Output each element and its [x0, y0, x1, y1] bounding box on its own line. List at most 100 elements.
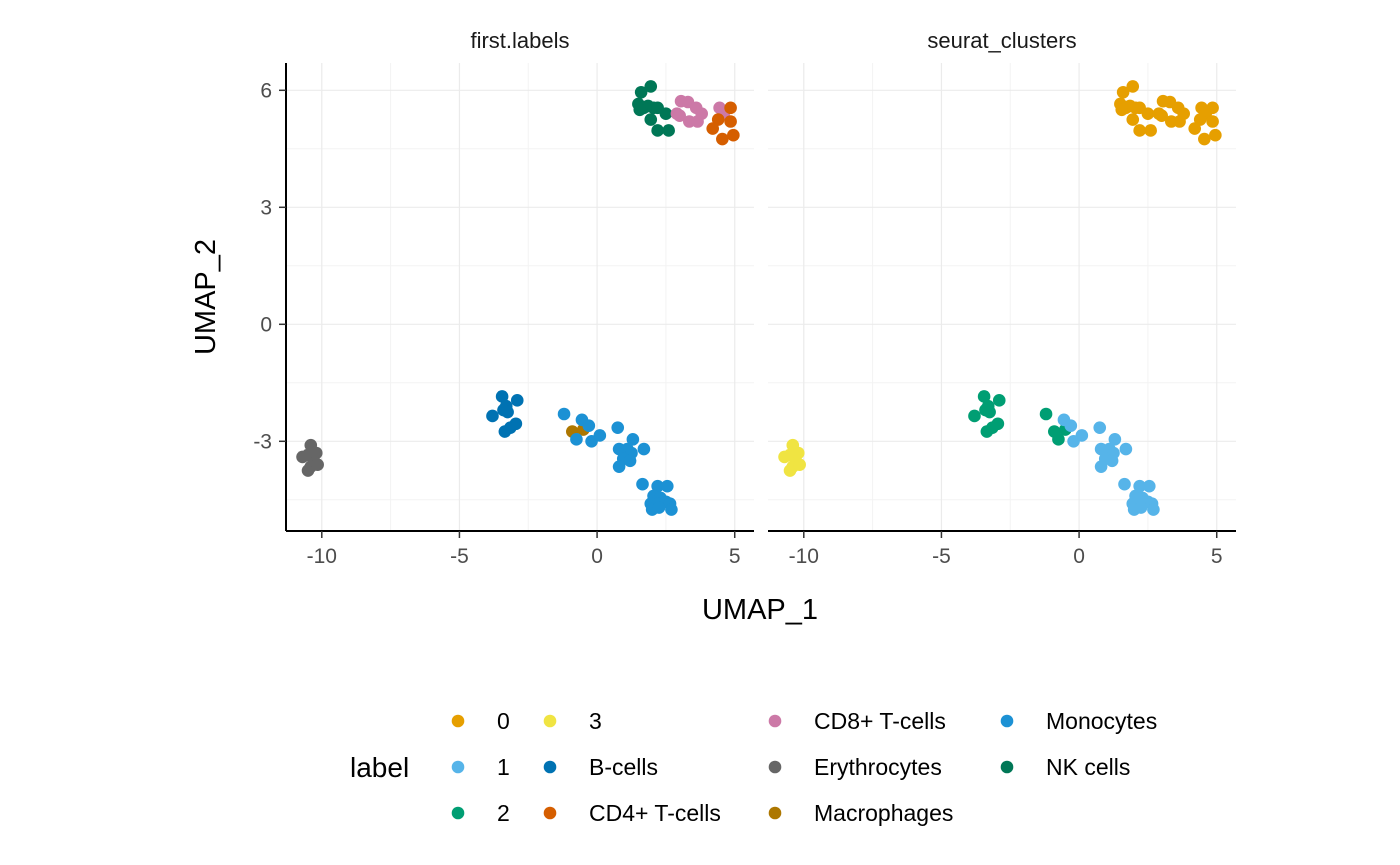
- legend-label: 3: [589, 708, 602, 734]
- data-point: [1147, 503, 1160, 516]
- data-point: [1039, 407, 1053, 421]
- data-point: [1064, 419, 1078, 433]
- legend-item: B-cells: [543, 754, 658, 780]
- data-point: [644, 80, 658, 93]
- data-point: [1134, 501, 1148, 514]
- data-point: [716, 132, 729, 146]
- data-point: [652, 501, 666, 514]
- data-point: [498, 425, 512, 438]
- legend-key: [1000, 760, 1014, 774]
- data-point: [611, 421, 625, 434]
- data-point: [570, 433, 583, 446]
- legend-item: 1: [451, 754, 510, 780]
- data-point: [623, 454, 637, 468]
- facet-panel-seurat-clusters: seurat_clusters -10 -5 0 5: [768, 28, 1236, 568]
- legend: label 0 1 2 3 B-cells CD4+ T-cells CD8+ T-cell…: [350, 708, 1157, 826]
- data-point: [983, 405, 996, 419]
- data-point: [783, 464, 797, 477]
- legend-item: 2: [451, 800, 510, 826]
- y-tick-label: 3: [260, 196, 272, 219]
- data-point: [968, 409, 981, 423]
- data-point: [633, 103, 647, 117]
- data-point: [793, 458, 806, 472]
- y-tick-label: 6: [260, 79, 272, 102]
- data-point: [582, 419, 596, 433]
- data-point: [665, 503, 678, 516]
- grid: [768, 63, 1236, 531]
- data-point: [791, 446, 805, 460]
- points: [778, 80, 1222, 516]
- data-point: [1133, 124, 1146, 137]
- data-point: [1126, 80, 1140, 93]
- data-point: [309, 446, 323, 460]
- x-tick-label: -5: [932, 545, 951, 568]
- legend-label: NK cells: [1046, 754, 1130, 780]
- x-tick-label: 5: [1211, 545, 1223, 568]
- facet-title: seurat_clusters: [927, 28, 1076, 53]
- data-point: [644, 113, 658, 126]
- data-point: [1155, 109, 1168, 122]
- data-point: [634, 85, 648, 99]
- legend-label: CD4+ T-cells: [589, 800, 721, 826]
- data-point: [1206, 101, 1219, 115]
- legend-title: label: [350, 752, 409, 783]
- legend-item: 3: [543, 708, 602, 734]
- legend-key: [768, 714, 782, 728]
- data-point: [659, 107, 673, 120]
- data-point: [724, 115, 737, 128]
- data-point: [1144, 124, 1157, 137]
- x-tick-label: -10: [307, 545, 337, 568]
- x-axis-title: UMAP_1: [702, 594, 818, 626]
- legend-item: Macrophages: [768, 800, 953, 826]
- data-point: [612, 460, 626, 473]
- legend-key: [451, 714, 465, 728]
- legend-label: 1: [497, 754, 510, 780]
- legend-item: 0: [451, 708, 510, 734]
- data-point: [1142, 479, 1156, 493]
- data-point: [1206, 115, 1219, 128]
- y-axis-title: UMAP_2: [190, 239, 222, 355]
- legend-item: Erythrocytes: [768, 754, 942, 780]
- legend-key: [768, 806, 782, 820]
- data-point: [1116, 85, 1130, 99]
- legend-label: 2: [497, 800, 510, 826]
- data-point: [1119, 442, 1133, 456]
- data-point: [301, 464, 315, 477]
- data-point: [593, 429, 607, 442]
- legend-label: CD8+ T-cells: [814, 708, 946, 734]
- data-point: [636, 477, 649, 491]
- data-point: [651, 479, 664, 493]
- legend-key: [543, 760, 557, 774]
- data-point: [662, 124, 675, 137]
- data-point: [1115, 103, 1129, 117]
- legend-item: NK cells: [1000, 754, 1130, 780]
- data-point: [1093, 421, 1107, 434]
- facet-panel-first-labels: first.labels -10 -5 0 5 6 3 0 -3: [253, 28, 754, 568]
- data-point: [637, 442, 651, 456]
- data-point: [1118, 477, 1131, 491]
- data-point: [1094, 460, 1108, 473]
- data-point: [1052, 433, 1065, 446]
- data-point: [557, 407, 571, 421]
- points: [296, 80, 740, 516]
- data-point: [1108, 433, 1122, 446]
- x-tick-label: -10: [789, 545, 819, 568]
- legend-key: [451, 806, 465, 820]
- data-point: [510, 394, 524, 407]
- data-point: [992, 394, 1006, 407]
- facet-title: first.labels: [470, 28, 569, 53]
- data-point: [1198, 132, 1211, 146]
- data-point: [501, 405, 514, 419]
- data-point: [1075, 429, 1089, 442]
- data-point: [727, 128, 740, 142]
- legend-label: B-cells: [589, 754, 658, 780]
- x-tick-label: -5: [450, 545, 469, 568]
- data-point: [706, 122, 720, 135]
- data-point: [1177, 107, 1190, 120]
- legend-label: Monocytes: [1046, 708, 1157, 734]
- data-point: [311, 458, 324, 472]
- data-point: [660, 479, 674, 493]
- x-tick-label: 5: [729, 545, 741, 568]
- data-point: [495, 390, 509, 403]
